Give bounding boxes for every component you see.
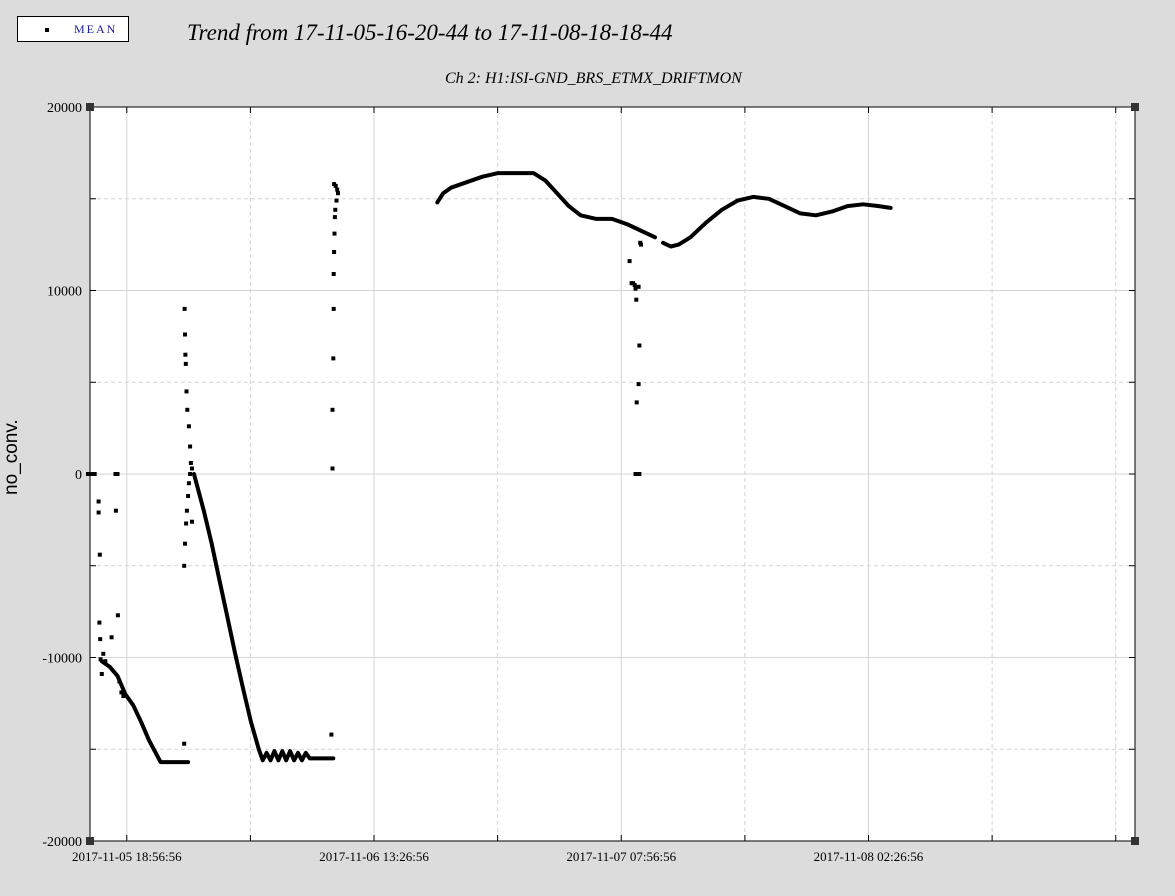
data-point [89,472,94,476]
data-point [636,284,641,289]
series-line [192,472,336,763]
data-point [190,519,194,524]
data-point [86,472,90,476]
data-point [329,732,334,737]
x-tick-label: 2017-11-08 02:26:56 [814,849,924,864]
data-point [634,400,639,405]
data-point [331,306,336,311]
data-point [186,494,191,498]
x-tick-label: 2017-11-05 18:56:56 [72,849,182,864]
data-point [183,361,188,366]
data-point [332,231,337,236]
data-point [332,250,337,254]
data-point [98,637,103,642]
data-point [330,466,335,471]
y-axis-ticks: 20000 10000 0 -10000 -20000 [42,101,1135,850]
series-line [99,659,191,765]
data-point [335,187,340,192]
data-point [183,332,187,337]
data-point [115,613,120,618]
legend-box: MEAN [17,16,129,42]
data-point [331,272,336,276]
y-tick-label: 10000 [47,285,82,300]
y-tick-label: -10000 [42,652,82,667]
data-point [633,286,638,291]
series-line [661,194,893,249]
data-point [637,472,642,476]
series-line [435,171,658,240]
data-point [331,356,336,361]
x-tick-label: 2017-11-06 13:26:56 [319,849,429,864]
data-point [182,306,187,311]
data-point [96,499,101,504]
data-point [184,389,189,394]
data-point [121,694,126,698]
data-point [184,521,189,526]
data-point [119,690,124,695]
data-point [333,183,338,188]
corner-marker [1131,837,1139,845]
data-point [330,407,335,412]
series-mean [86,171,893,765]
data-point [639,242,643,247]
data-point [186,424,191,429]
corner-marker [86,837,94,845]
y-tick-label: 20000 [47,101,82,116]
data-point [92,472,97,476]
data-point [332,215,337,220]
data-point [184,508,189,513]
data-point [183,352,188,357]
chart-title: Trend from 17-11-05-16-20-44 to 17-11-08… [187,20,673,45]
chart-subtitle: Ch 2: H1:ISI-GND_BRS_ETMX_DRIFTMON [445,70,742,87]
data-point [627,259,632,264]
data-point [188,444,193,449]
data-point [183,541,187,546]
data-point [190,466,194,471]
data-point [115,472,120,476]
data-point [182,741,187,746]
data-point [188,472,193,476]
plot-corner-markers [86,103,1139,845]
data-point [97,620,102,625]
data-point [113,508,118,513]
data-point [97,552,102,557]
data-point [334,198,339,203]
data-point [188,461,193,465]
legend-label: MEAN [74,22,118,36]
data-point [632,283,637,287]
x-axis-ticks: 2017-11-05 18:56:56 2017-11-06 13:26:56 20… [72,107,1117,864]
legend-marker [45,28,49,32]
data-point [101,651,106,656]
y-tick-label: 0 [75,468,82,483]
data-point [96,510,101,515]
data-point [103,659,108,664]
grid-lines [90,107,1135,841]
x-tick-label: 2017-11-07 07:56:56 [566,849,676,864]
data-point [634,297,639,302]
data-point [98,657,103,662]
corner-marker [1131,103,1139,111]
data-point [186,481,191,486]
data-point [333,207,338,212]
data-point [634,472,639,476]
data-point [99,672,104,676]
data-point [636,382,641,387]
y-tick-label: -20000 [42,835,82,850]
data-point [182,563,187,568]
data-point [109,635,114,640]
data-point [637,343,642,348]
data-point [185,407,190,412]
corner-marker [86,103,94,111]
data-point [336,191,340,196]
data-point [117,679,122,684]
